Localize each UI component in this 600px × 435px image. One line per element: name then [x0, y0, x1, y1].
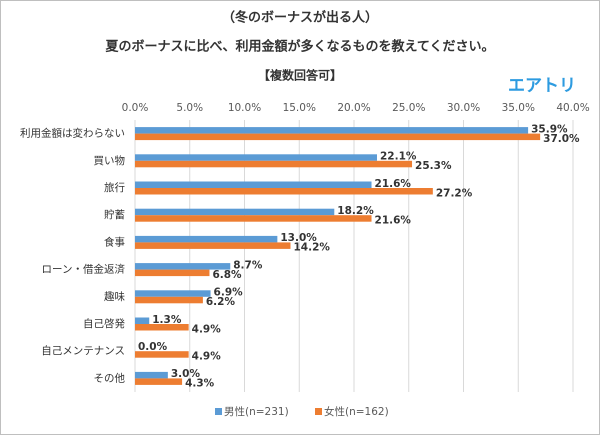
y-tick-label: 貯蓄	[104, 209, 125, 221]
bar	[135, 317, 150, 324]
y-tick-label: その他	[94, 371, 126, 384]
value-label: 27.2%	[436, 187, 473, 199]
x-tick-label: 5.0%	[176, 102, 203, 114]
y-tick-label: 買い物	[94, 154, 126, 167]
bar	[135, 351, 189, 358]
legend-label: 女性(n=162)	[324, 405, 389, 418]
x-tick-label: 10.0%	[228, 102, 261, 114]
value-label: 14.2%	[293, 242, 330, 254]
x-tick-label: 15.0%	[283, 102, 316, 114]
legend-swatch	[215, 408, 222, 415]
y-tick-label: 趣味	[104, 290, 125, 303]
bar	[135, 378, 183, 385]
note: 【複数回答可】	[258, 68, 342, 83]
value-label: 4.9%	[192, 323, 222, 335]
bar	[135, 154, 377, 161]
x-tick-label: 0.0%	[122, 102, 149, 114]
bar	[135, 235, 278, 243]
bar	[135, 290, 211, 297]
chart-subtitle: 夏のボーナスに比べ、利用金額が多くなるものを教えてください。	[105, 39, 495, 55]
value-label: 0.0%	[138, 341, 168, 353]
bar	[135, 242, 291, 249]
bar	[135, 371, 168, 379]
y-tick-label: 旅行	[104, 181, 125, 194]
bar	[135, 160, 413, 168]
legend-swatch	[315, 408, 322, 415]
y-tick-label: 自己啓発	[83, 317, 125, 330]
y-tick-label: 食事	[104, 235, 125, 248]
value-label: 13.0%	[280, 232, 317, 244]
value-label: 35.9%	[531, 123, 568, 135]
bar	[135, 181, 372, 188]
value-label: 21.6%	[375, 214, 412, 226]
value-label: 22.1%	[380, 151, 417, 163]
value-label: 1.3%	[152, 314, 182, 326]
bar	[135, 188, 433, 195]
value-label: 6.2%	[206, 296, 236, 308]
value-label: 3.0%	[171, 368, 201, 380]
value-label: 8.7%	[233, 259, 263, 271]
bar	[135, 263, 231, 270]
x-tick-label: 30.0%	[447, 102, 480, 114]
bar	[135, 215, 372, 222]
bar	[135, 133, 541, 141]
logo: エアトリ	[508, 76, 576, 96]
value-label: 25.3%	[415, 160, 452, 172]
bar	[135, 127, 529, 134]
value-label: 6.9%	[214, 287, 244, 299]
value-label: 4.9%	[192, 350, 222, 362]
x-tick-label: 35.0%	[502, 102, 535, 114]
value-label: 4.3%	[185, 378, 215, 390]
bar	[135, 296, 203, 304]
value-label: 21.6%	[375, 178, 412, 190]
value-label: 18.2%	[337, 205, 374, 217]
x-tick-label: 20.0%	[337, 102, 370, 114]
y-tick-label: 自己メンテナンス	[41, 344, 125, 357]
bar	[135, 208, 335, 216]
value-label: 6.8%	[212, 269, 242, 281]
x-tick-label: 40.0%	[556, 102, 589, 114]
chart-title: （冬のボーナスが出る人）	[222, 10, 378, 26]
value-label: 37.0%	[543, 133, 580, 145]
y-tick-label: ローン・借金返済	[42, 263, 126, 276]
bar	[135, 269, 210, 277]
x-tick-label: 25.0%	[392, 102, 425, 114]
bar	[135, 324, 189, 331]
y-tick-label: 利用金額は変わらない	[20, 127, 125, 140]
legend-label: 男性(n=231)	[224, 405, 289, 418]
